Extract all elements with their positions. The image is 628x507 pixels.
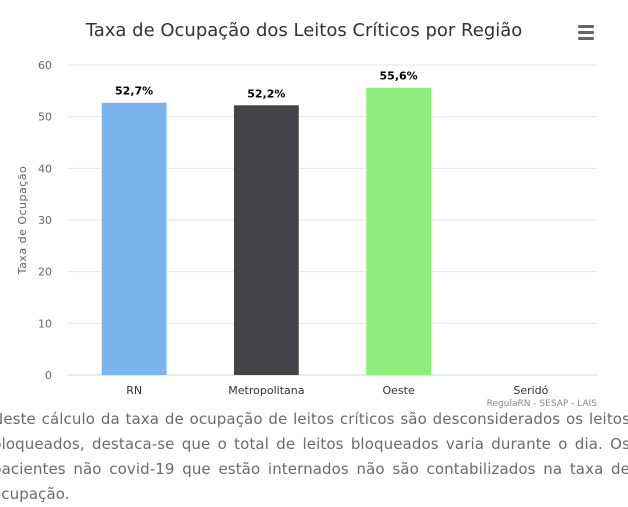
data-labels: 52,7% 52,2% 55,6% (115, 70, 418, 101)
chart-title: Taxa de Ocupação dos Leitos Críticos por… (85, 20, 523, 41)
x-axis-tick-labels: RN Metropolitana Oeste Seridó (126, 384, 548, 397)
x-tick-label: Metropolitana (228, 384, 304, 397)
menu-bar-line (578, 37, 594, 40)
bar[interactable] (366, 87, 432, 375)
bar[interactable] (233, 105, 299, 376)
data-label: 52,7% (115, 85, 153, 98)
y-tick-label: 10 (38, 317, 52, 330)
y-tick-label: 60 (38, 59, 52, 72)
menu-bar-line (578, 25, 594, 28)
y-tick-label: 50 (38, 111, 52, 124)
bar[interactable] (101, 102, 167, 375)
x-tick-label: Seridó (513, 384, 548, 397)
hamburger-menu-icon[interactable] (574, 22, 598, 44)
bars (101, 87, 432, 376)
chart-container: Taxa de Ocupação dos Leitos Críticos por… (16, 20, 598, 409)
y-tick-label: 40 (38, 162, 52, 175)
footnote-text: Neste cálculo da taxa de ocupação de lei… (0, 410, 628, 503)
chart-credits[interactable]: RegulaRN - SESAP - LAIS (487, 399, 598, 409)
y-axis-tick-labels: 0 10 20 30 40 50 60 (38, 59, 52, 382)
y-tick-label: 20 (38, 266, 52, 279)
y-tick-label: 30 (38, 214, 52, 227)
y-axis-label: Taxa de Ocupação (16, 166, 29, 276)
x-tick-label: Oeste (383, 384, 415, 397)
y-tick-label: 0 (45, 369, 52, 382)
data-label: 52,2% (247, 87, 285, 100)
bar-chart: Taxa de Ocupação dos Leitos Críticos por… (16, 20, 598, 409)
data-label: 55,6% (380, 70, 418, 83)
x-tick-label: RN (126, 384, 142, 397)
menu-bar-line (578, 31, 594, 34)
